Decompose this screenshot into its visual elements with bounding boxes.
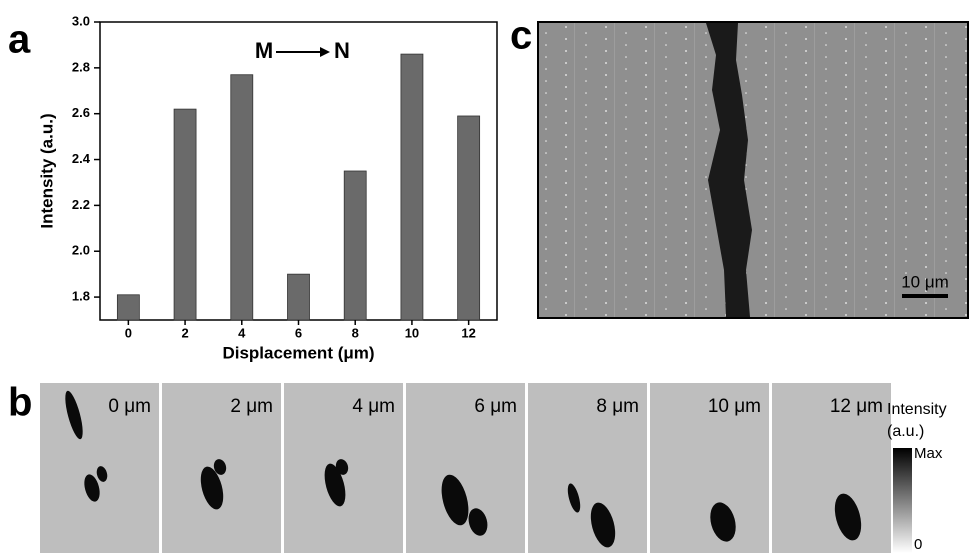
bar-chart: 1.8 2.0 2.2 2.4 2.6 2.8 3.0 0 2 4 6 8 10 12 Displaceme… xyxy=(37,13,498,362)
arrow-head xyxy=(320,47,330,57)
frame xyxy=(406,383,525,553)
image xyxy=(537,21,969,319)
colorbar-max: Max xyxy=(914,445,943,462)
colorbar xyxy=(893,448,912,553)
scale-bar xyxy=(902,294,948,298)
micrograph: 10 μm xyxy=(537,21,969,319)
scale-label: 10 μm xyxy=(901,272,949,291)
x-axis-label: Displacement (μm) xyxy=(222,343,374,362)
bar xyxy=(343,170,367,321)
frame xyxy=(772,383,891,553)
x-tick-label: 6 xyxy=(295,325,302,340)
colorbar-title: Intensity xyxy=(887,401,947,418)
particle xyxy=(96,466,108,482)
y-tick-label: 2.4 xyxy=(72,151,91,166)
y-tick-label: 2.0 xyxy=(72,243,90,258)
bar xyxy=(173,108,197,321)
particle xyxy=(710,502,736,542)
particle xyxy=(441,474,469,526)
annotation-start: M xyxy=(255,38,273,63)
frame xyxy=(650,383,769,553)
particle xyxy=(335,459,349,475)
frame-label: 12 μm xyxy=(830,396,883,417)
frame-label: 2 μm xyxy=(230,396,273,417)
frame-label: 0 μm xyxy=(108,396,151,417)
frame-label: 4 μm xyxy=(352,396,395,417)
frame-label: 10 μm xyxy=(708,396,761,417)
x-tick-label: 10 xyxy=(405,325,419,340)
bar xyxy=(116,294,140,321)
particle xyxy=(324,463,346,507)
annotation-end: N xyxy=(334,38,350,63)
y-tick-label: 2.6 xyxy=(72,105,90,120)
x-tick-label: 2 xyxy=(181,325,188,340)
y-tick-label: 2.8 xyxy=(72,59,90,74)
colorbar-min: 0 xyxy=(914,536,922,553)
y-axis-label: Intensity (a.u.) xyxy=(37,113,56,228)
bar xyxy=(400,53,424,321)
x-tick-label: 8 xyxy=(352,325,359,340)
colorbar-unit: (a.u.) xyxy=(887,423,924,440)
y-tick-label: 2.2 xyxy=(72,197,90,212)
crack xyxy=(706,23,752,317)
x-tick-label: 4 xyxy=(238,325,246,340)
frame-label: 8 μm xyxy=(596,396,639,417)
particle xyxy=(200,466,224,510)
panel-label: a xyxy=(8,18,31,62)
particle xyxy=(84,474,100,502)
particle xyxy=(567,483,581,513)
bar xyxy=(457,115,481,321)
particle xyxy=(65,390,83,440)
frame xyxy=(528,383,647,553)
bar xyxy=(287,273,310,321)
particle xyxy=(468,508,488,536)
particle xyxy=(590,502,616,548)
bar xyxy=(230,74,254,321)
y-tick-label: 1.8 xyxy=(72,289,90,304)
frame-label: 6 μm xyxy=(474,396,517,417)
particle xyxy=(213,459,227,475)
panel-label: b xyxy=(8,381,32,425)
particle xyxy=(834,493,862,541)
panel-label: c xyxy=(510,14,532,58)
y-tick-label: 3.0 xyxy=(72,13,90,28)
x-tick-label: 12 xyxy=(461,325,475,340)
x-tick-label: 0 xyxy=(125,325,132,340)
frames: 0 μm 2 μm 4 μm 6 μm 8 μm 10 μm 12 μm xyxy=(40,383,891,553)
